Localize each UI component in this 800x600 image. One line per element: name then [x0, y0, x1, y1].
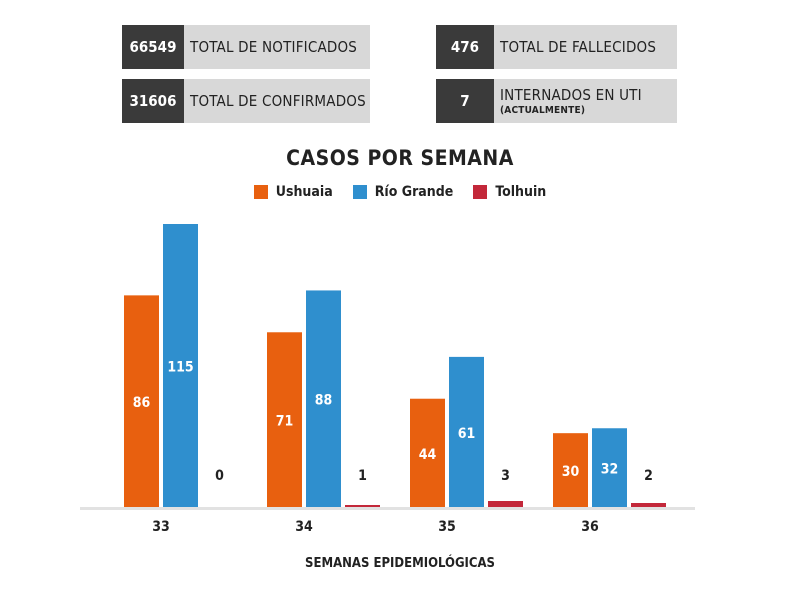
legend-label-tolhuin: Tolhuin	[495, 184, 547, 200]
legend-swatch-ushuaia	[253, 185, 268, 199]
bar-tolhuin-35	[488, 501, 523, 507]
legend-item-tolhuin: Tolhuin	[473, 184, 546, 200]
value-label-ushuaia-34: 71	[276, 414, 294, 430]
bar-ushuaia-33	[124, 295, 159, 507]
legend-item-ushuaia: Ushuaia	[253, 184, 333, 200]
chart-title: CASOS POR SEMANA	[286, 146, 514, 170]
stat-confirmados-label: TOTAL DE CONFIRMADOS	[184, 79, 370, 123]
value-label-rio-grande-34: 88	[315, 393, 333, 409]
stat-internados-label-box: INTERNADOS EN UTI (ACTUALMENTE)	[494, 79, 677, 123]
bar-ushuaia-34	[267, 332, 302, 507]
x-tick-label-35: 35	[438, 519, 456, 535]
value-label-tolhuin-35: 3	[501, 468, 510, 484]
bar-tolhuin-36	[631, 503, 666, 507]
chart-baseline	[80, 507, 695, 510]
value-label-tolhuin-36: 2	[644, 468, 653, 484]
stat-internados-value: 7	[436, 79, 494, 123]
bar-rio-grande-36	[592, 428, 627, 507]
legend-swatch-rio-grande	[352, 185, 367, 199]
stat-fallecidos-label: TOTAL DE FALLECIDOS	[494, 25, 677, 69]
value-label-ushuaia-33: 86	[133, 395, 151, 411]
bar-rio-grande-35	[449, 356, 484, 507]
x-axis-title: SEMANAS EPIDEMIOLÓGICAS	[305, 556, 495, 571]
legend-swatch-tolhuin	[473, 185, 488, 199]
stat-internados-sublabel: (ACTUALMENTE)	[500, 105, 586, 116]
legend-label-ushuaia: Ushuaia	[275, 184, 333, 200]
x-tick-label-33: 33	[152, 519, 170, 535]
stat-notificados-label: TOTAL DE NOTIFICADOS	[184, 25, 370, 69]
value-label-rio-grande-33: 115	[167, 360, 193, 376]
value-label-tolhuin-33: 0	[215, 468, 224, 484]
x-tick-label-34: 34	[295, 519, 313, 535]
stat-confirmados: 31606 TOTAL DE CONFIRMADOS	[122, 79, 370, 123]
legend-item-rio-grande: Río Grande	[352, 184, 454, 200]
stat-fallecidos-value: 476	[436, 25, 494, 69]
bar-rio-grande-34	[306, 290, 341, 507]
stat-confirmados-value: 31606	[122, 79, 184, 123]
value-label-ushuaia-35: 44	[419, 447, 437, 463]
stat-internados-label: INTERNADOS EN UTI	[500, 86, 642, 104]
x-tick-label-36: 36	[581, 519, 599, 535]
stat-internados: 7 INTERNADOS EN UTI (ACTUALMENTE)	[436, 79, 677, 123]
bar-rio-grande-33	[163, 224, 198, 507]
bar-tolhuin-34	[345, 505, 380, 507]
stat-notificados: 66549 TOTAL DE NOTIFICADOS	[122, 25, 370, 69]
stat-notificados-value: 66549	[122, 25, 184, 69]
value-label-rio-grande-36: 32	[601, 462, 619, 478]
stat-fallecidos: 476 TOTAL DE FALLECIDOS	[436, 25, 677, 69]
bar-ushuaia-35	[410, 398, 445, 507]
legend-label-rio-grande: Río Grande	[374, 184, 454, 200]
value-label-rio-grande-35: 61	[458, 426, 476, 442]
chart-legend: Ushuaia Río Grande Tolhuin	[0, 184, 800, 200]
value-label-tolhuin-34: 1	[358, 468, 367, 484]
value-label-ushuaia-36: 30	[562, 464, 580, 480]
bar-ushuaia-36	[553, 433, 588, 507]
